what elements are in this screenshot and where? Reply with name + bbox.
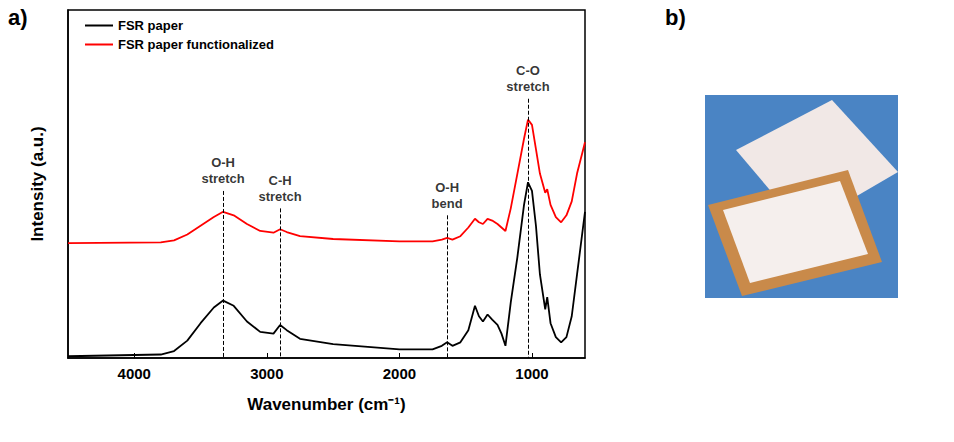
svg-text:bend: bend [432, 196, 463, 211]
svg-text:FSR paper: FSR paper [118, 18, 183, 33]
svg-text:Intensity (a.u.): Intensity (a.u.) [28, 126, 47, 241]
svg-text:C-O: C-O [516, 63, 540, 78]
svg-text:b): b) [665, 5, 686, 30]
svg-text:C-H: C-H [269, 173, 292, 188]
svg-text:O-H: O-H [435, 180, 459, 195]
svg-text:Wavenumber (cm⁻¹): Wavenumber (cm⁻¹) [247, 395, 405, 414]
svg-text:4000: 4000 [118, 365, 151, 382]
svg-text:3000: 3000 [250, 365, 283, 382]
svg-text:1000: 1000 [515, 365, 548, 382]
svg-text:FSR paper functionalized: FSR paper functionalized [118, 37, 274, 52]
svg-text:O-H: O-H [211, 155, 235, 170]
svg-text:2000: 2000 [383, 365, 416, 382]
svg-text:stretch: stretch [258, 189, 301, 204]
svg-text:stretch: stretch [201, 171, 244, 186]
svg-text:a): a) [8, 5, 28, 30]
svg-text:stretch: stretch [506, 79, 549, 94]
